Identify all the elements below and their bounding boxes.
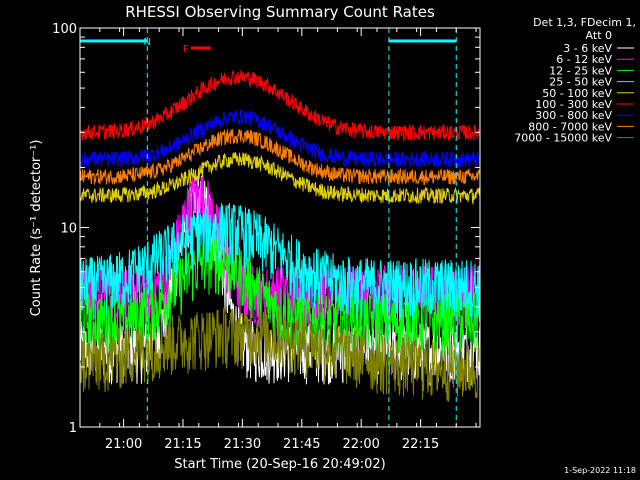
legend-header-line1: Det 1,3, FDecim 1,	[533, 16, 636, 29]
x-axis-label: Start Time (20-Sep-16 20:49:02)	[174, 457, 385, 472]
series-line-3	[79, 203, 481, 322]
series-line-5	[79, 70, 481, 142]
x-tick-label-5: 22:15	[402, 437, 439, 452]
series-line-7	[79, 129, 481, 186]
timestamp: 1-Sep-2022 11:18	[564, 466, 636, 475]
y-axis-label: Count Rate (s⁻¹ detector⁻¹)	[29, 140, 44, 317]
chart-title: RHESSI Observing Summary Count Rates	[125, 3, 435, 21]
legend-item-label-0: 3 - 6 keV	[563, 42, 612, 55]
flag-label-0: N	[143, 37, 150, 48]
legend-item-label-2: 12 - 25 keV	[549, 64, 612, 77]
legend-item-label-3: 25 - 50 keV	[549, 76, 612, 89]
flag-label-2: F	[183, 44, 189, 55]
y-tick-label-2: 100	[52, 22, 77, 37]
series-line-6	[79, 109, 481, 168]
y-tick-label-0: 1	[69, 421, 77, 436]
legend-item-label-1: 6 - 12 keV	[556, 53, 612, 66]
legend-item-label-4: 50 - 100 keV	[542, 87, 612, 100]
series-line-8	[79, 306, 481, 402]
x-tick-label-4: 22:00	[342, 437, 379, 452]
x-tick-label-2: 21:30	[224, 437, 261, 452]
legend-item-label-6: 300 - 800 keV	[535, 109, 612, 122]
legend-header-line2: Att 0	[586, 29, 612, 42]
series-line-2	[79, 233, 481, 356]
legend-item-label-7: 800 - 7000 keV	[528, 120, 612, 133]
series-line-4	[79, 152, 481, 206]
legend-item-label-8: 7000 - 15000 keV	[514, 132, 612, 145]
legend-item-label-5: 100 - 300 keV	[535, 98, 612, 111]
y-tick-label-1: 10	[60, 222, 77, 237]
x-tick-label-0: 21:00	[105, 437, 142, 452]
axes-layer: 21:00 21:15 21:30 21:45 22:00 22:15 1 10 100	[52, 22, 480, 452]
x-tick-label-3: 21:45	[283, 437, 320, 452]
series-layer	[79, 70, 481, 402]
x-tick-label-1: 21:15	[164, 437, 201, 452]
